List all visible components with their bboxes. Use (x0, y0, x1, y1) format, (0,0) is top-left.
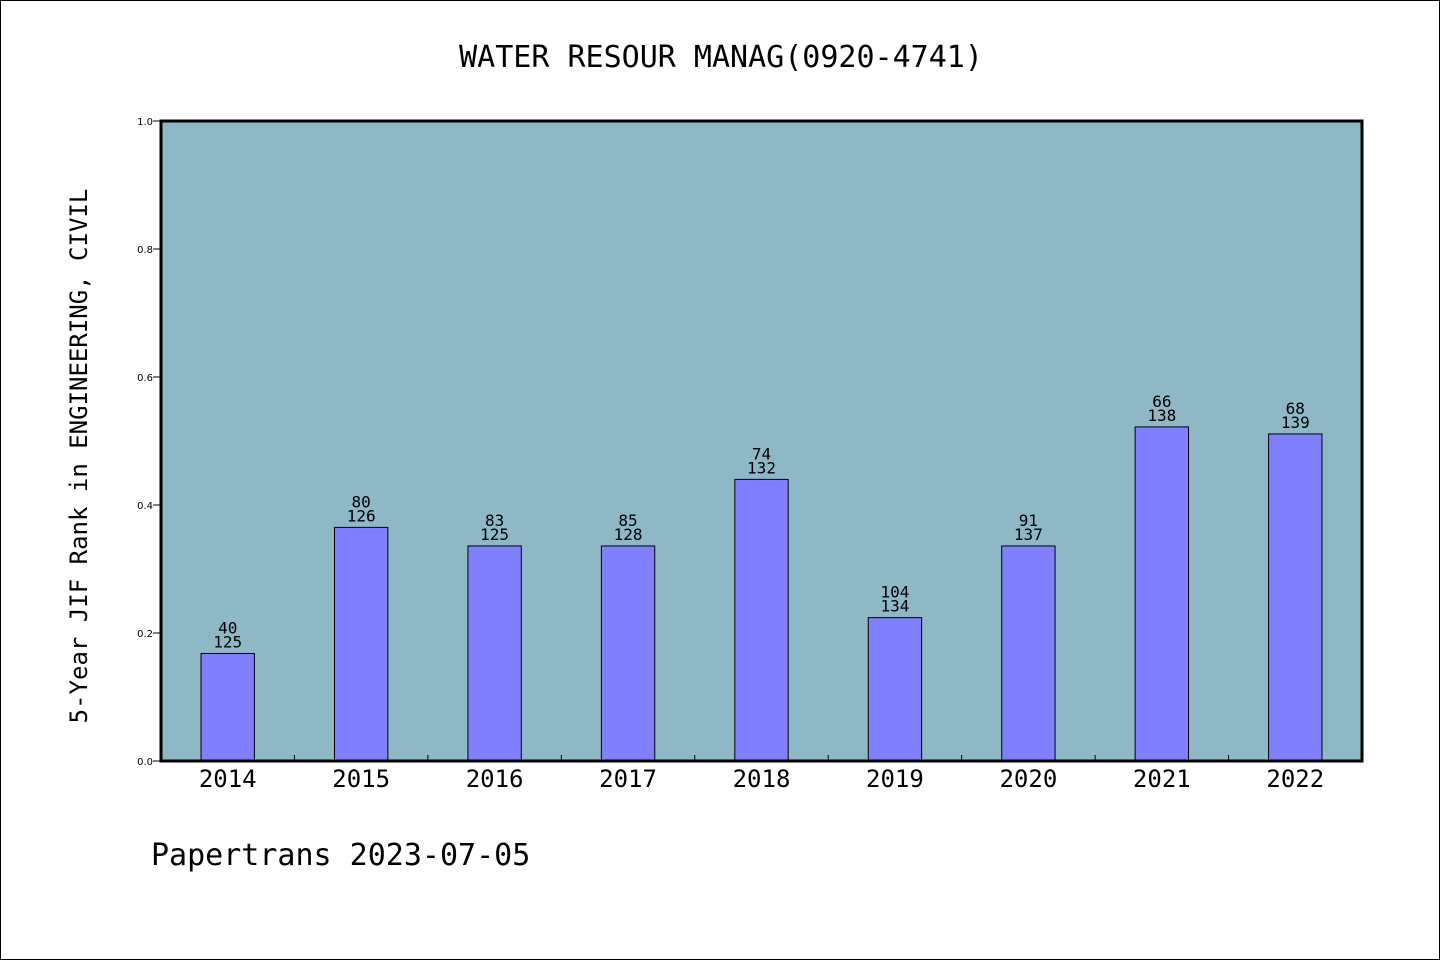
bar (1001, 545, 1056, 762)
y-tick-label: 0.4 (137, 501, 153, 512)
bar-total-label: 125 (480, 525, 509, 544)
x-tick-label: 2019 (866, 765, 924, 793)
bar (333, 526, 389, 762)
bar (734, 478, 789, 762)
x-tick-label: 2014 (199, 765, 257, 793)
bar-total-label: 125 (213, 632, 242, 651)
bar-total-label: 132 (747, 458, 776, 477)
bar-rank-label: 74 (752, 444, 771, 463)
bar-rank-label: 83 (485, 511, 504, 530)
bar-total-label: 137 (1014, 525, 1043, 544)
bar-total-label: 126 (347, 506, 376, 525)
bar-rank-label: 40 (218, 618, 237, 637)
bar-rank-label: 104 (880, 583, 909, 602)
bar-total-label: 134 (880, 597, 909, 616)
x-tick-label: 2022 (1266, 765, 1324, 793)
bar-rank-label: 91 (1019, 511, 1038, 530)
bar (1268, 433, 1323, 762)
bar (867, 617, 923, 762)
bar (600, 545, 656, 762)
x-tick-label: 2016 (466, 765, 524, 793)
x-tick-label: 2020 (999, 765, 1057, 793)
footer-text: Papertrans 2023-07-05 (151, 838, 530, 873)
x-tick-label: 2015 (332, 765, 390, 793)
bar-rank-label: 66 (1152, 392, 1171, 411)
chart-title: WATER RESOUR MANAG(0920-4741) (459, 40, 983, 75)
bar-rank-label: 80 (352, 492, 371, 511)
x-tick-label: 2018 (733, 765, 791, 793)
x-tick-label: 2021 (1133, 765, 1191, 793)
bar-total-label: 128 (614, 525, 643, 544)
bar-rank-label: 68 (1286, 399, 1305, 418)
bar (467, 545, 522, 762)
bar-rank-label: 85 (618, 511, 637, 530)
bar (200, 652, 255, 762)
y-tick-label: 0.8 (137, 245, 153, 256)
y-tick-label: 0.6 (137, 373, 153, 384)
y-tick-label: 1.0 (137, 117, 153, 128)
bar (1134, 426, 1190, 762)
plot-border (159, 119, 1364, 763)
x-tick-label: 2017 (599, 765, 657, 793)
y-axis-ticks: 0.0 0.2 0.4 0.6 0.8 1.0 (137, 117, 161, 768)
y-axis-label: 5-Year JIF Rank in ENGINEERING, CIVIL (65, 189, 93, 724)
y-tick-label: 0.2 (137, 629, 153, 640)
bar-total-label: 138 (1147, 406, 1176, 425)
bar-total-label: 139 (1281, 413, 1310, 432)
x-axis-ticks: 2014 2015 2016 2017 2018 2019 2020 2021 2022 (199, 755, 1324, 793)
y-tick-label: 0.0 (137, 757, 153, 768)
